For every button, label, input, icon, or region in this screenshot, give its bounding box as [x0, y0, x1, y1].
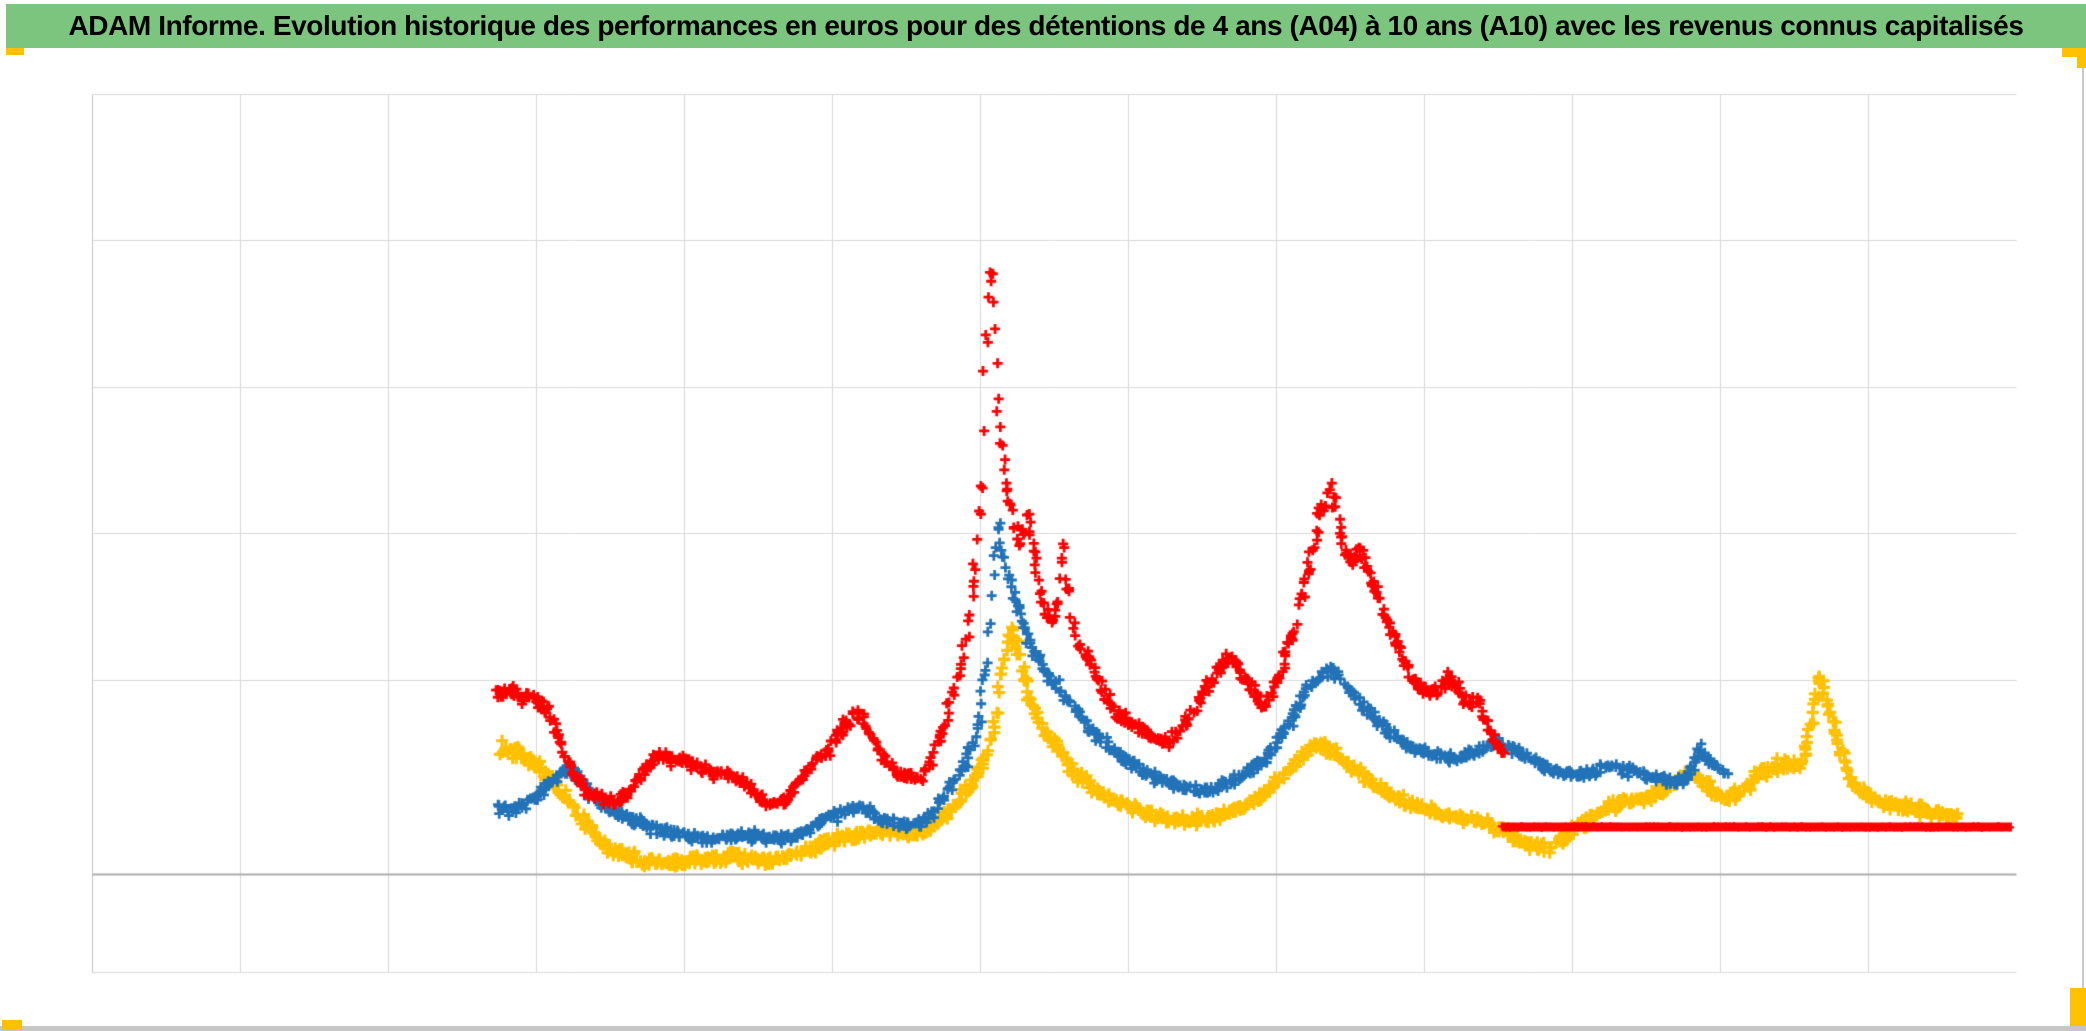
yellow-corner-top-right-h: [2062, 48, 2086, 57]
yellow-corner-top-right-v: [2077, 48, 2086, 68]
chart-title: ADAM Informe. Evolution historique des p…: [68, 10, 2024, 41]
yellow-accent-bottom-left-chip: [2, 1020, 22, 1030]
yellow-accent-top-left-chip: [6, 48, 24, 55]
right-border-line: [2082, 48, 2084, 1026]
title-bar: ADAM Informe. Evolution historique des p…: [6, 4, 2086, 48]
bottom-border-bar: [0, 1026, 2086, 1031]
yellow-accent-bottom-right-strip: [2070, 988, 2086, 1026]
